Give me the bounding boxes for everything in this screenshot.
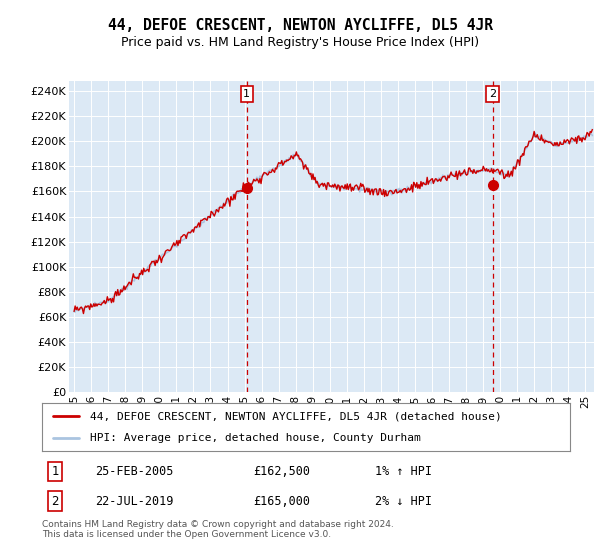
Text: Contains HM Land Registry data © Crown copyright and database right 2024.
This d: Contains HM Land Registry data © Crown c… [42,520,394,539]
Text: HPI: Average price, detached house, County Durham: HPI: Average price, detached house, Coun… [89,433,420,443]
Text: 22-JUL-2019: 22-JUL-2019 [95,494,173,507]
Text: 1% ↑ HPI: 1% ↑ HPI [374,465,431,478]
Text: 1: 1 [52,465,59,478]
Text: 1: 1 [243,88,250,99]
Text: 2: 2 [489,88,496,99]
Text: £165,000: £165,000 [253,494,310,507]
Text: 44, DEFOE CRESCENT, NEWTON AYCLIFFE, DL5 4JR (detached house): 44, DEFOE CRESCENT, NEWTON AYCLIFFE, DL5… [89,411,501,421]
Text: 2% ↓ HPI: 2% ↓ HPI [374,494,431,507]
Text: Price paid vs. HM Land Registry's House Price Index (HPI): Price paid vs. HM Land Registry's House … [121,36,479,49]
Text: 2: 2 [52,494,59,507]
Text: 44, DEFOE CRESCENT, NEWTON AYCLIFFE, DL5 4JR: 44, DEFOE CRESCENT, NEWTON AYCLIFFE, DL5… [107,18,493,33]
Text: £162,500: £162,500 [253,465,310,478]
Text: 25-FEB-2005: 25-FEB-2005 [95,465,173,478]
